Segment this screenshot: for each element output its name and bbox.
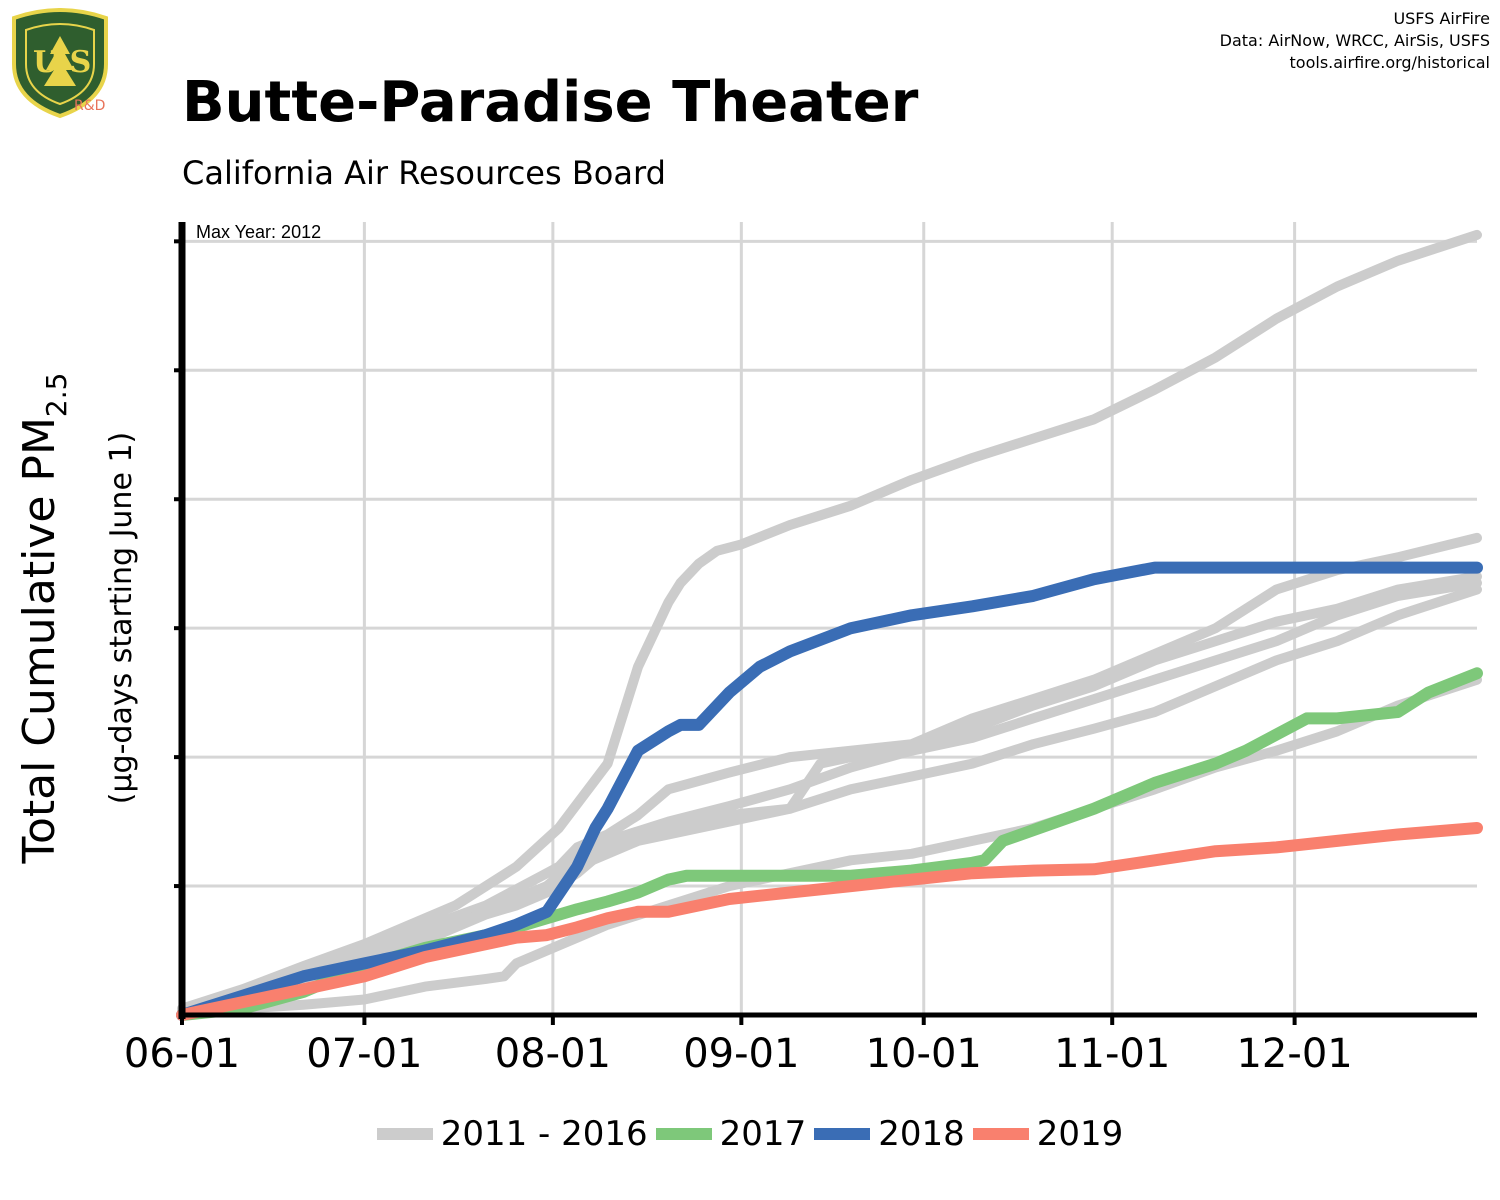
logo-rd-text: R&D <box>74 98 106 114</box>
x-tick-label: 07-01 <box>306 1031 422 1077</box>
credit-line: Data: AirNow, WRCC, AirSis, USFS <box>1219 31 1490 50</box>
max-year-annotation: Max Year: 2012 <box>196 222 321 242</box>
legend-swatch <box>376 1128 433 1140</box>
x-tick-label: 10-01 <box>866 1031 982 1077</box>
series-layer <box>176 229 1483 1021</box>
legend-item-2011-2016: 2011 - 2016 <box>376 1114 648 1154</box>
y-axis-label-secondary: (µg-days starting June 1) <box>104 432 139 804</box>
legend-swatch <box>655 1128 712 1140</box>
series-line-2019-8 <box>176 822 1483 1021</box>
legend-label: 2018 <box>878 1114 965 1154</box>
chart-subtitle: California Air Resources Board <box>182 154 666 192</box>
series-line-2011-2016-5 <box>177 584 1482 1018</box>
legend-label: 2017 <box>719 1114 807 1154</box>
y-axis-label: Total Cumulative PM2.5 <box>14 373 73 865</box>
credit-line: tools.airfire.org/historical <box>1289 53 1490 72</box>
y-axis-label-main: Total Cumulative PM <box>14 417 65 864</box>
legend-swatch <box>972 1128 1029 1140</box>
x-tick-label: 09-01 <box>683 1031 799 1077</box>
legend: 2011 - 2016 2017 2018 2019 <box>0 1114 1500 1154</box>
chart-title: Butte-Paradise Theater <box>182 70 919 135</box>
legend-item-2017: 2017 <box>655 1114 807 1154</box>
series-line-2011-2016-0 <box>177 229 1482 1014</box>
series-line-2018-7 <box>176 561 1483 1021</box>
y-axis-label-subscript: 2.5 <box>40 373 73 418</box>
axes: 06-01 07-01 08-01 09-01 10-01 11-01 12-01 <box>124 222 1477 1077</box>
x-tick-label: 12-01 <box>1236 1031 1352 1077</box>
credits: USFS AirFire Data: AirNow, WRCC, AirSis,… <box>1220 8 1490 74</box>
logo-letter-u: U S <box>33 45 91 80</box>
legend-item-2019: 2019 <box>972 1114 1124 1154</box>
forest-service-logo: U S <box>12 8 108 119</box>
legend-swatch <box>814 1128 871 1140</box>
legend-label: 2019 <box>1036 1114 1124 1154</box>
x-tick-label: 08-01 <box>495 1031 611 1077</box>
legend-label: 2011 - 2016 <box>440 1114 648 1154</box>
x-tick-label: 11-01 <box>1054 1031 1170 1077</box>
credit-line: USFS AirFire <box>1393 9 1490 28</box>
series-line-2011-2016-1 <box>177 532 1482 1017</box>
x-tick-label: 06-01 <box>124 1031 240 1077</box>
legend-item-2018: 2018 <box>814 1114 965 1154</box>
